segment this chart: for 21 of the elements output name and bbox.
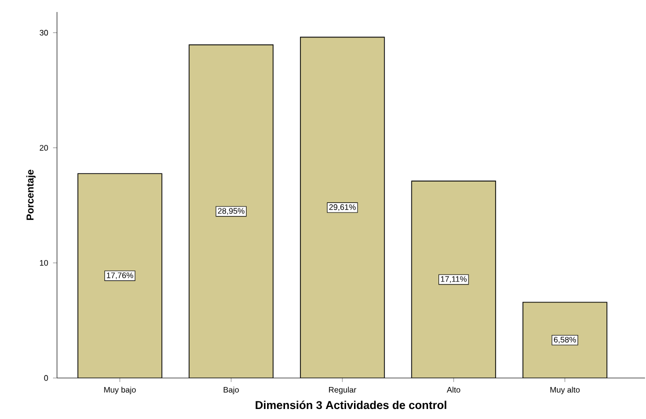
y-tick-label: 10 bbox=[40, 260, 48, 266]
bar bbox=[411, 180, 496, 378]
y-tick-label: 20 bbox=[40, 144, 48, 151]
data-label: 29,61% bbox=[329, 204, 356, 211]
y-tick-label: 0 bbox=[44, 375, 48, 381]
x-tick-label: Muy bajo bbox=[104, 386, 136, 394]
x-axis-title: Dimensión 3 Actividades de control bbox=[256, 400, 446, 410]
data-label: 17,76% bbox=[106, 272, 134, 280]
data-label: 6,58% bbox=[554, 336, 576, 344]
x-tick-label: Bajo bbox=[224, 386, 239, 394]
data-label: 28,95% bbox=[218, 208, 244, 215]
bar bbox=[188, 44, 274, 378]
data-label: 17,11% bbox=[440, 276, 467, 283]
x-tick-label: Regular bbox=[329, 386, 356, 394]
y-axis-title: Porcentaje bbox=[26, 170, 36, 220]
x-tick-label: Muy alto bbox=[550, 386, 580, 394]
y-tick-label: 30 bbox=[40, 30, 48, 36]
bar bbox=[522, 302, 608, 378]
bar bbox=[300, 36, 385, 378]
x-tick-label: Alto bbox=[446, 386, 460, 393]
bar bbox=[77, 173, 162, 378]
